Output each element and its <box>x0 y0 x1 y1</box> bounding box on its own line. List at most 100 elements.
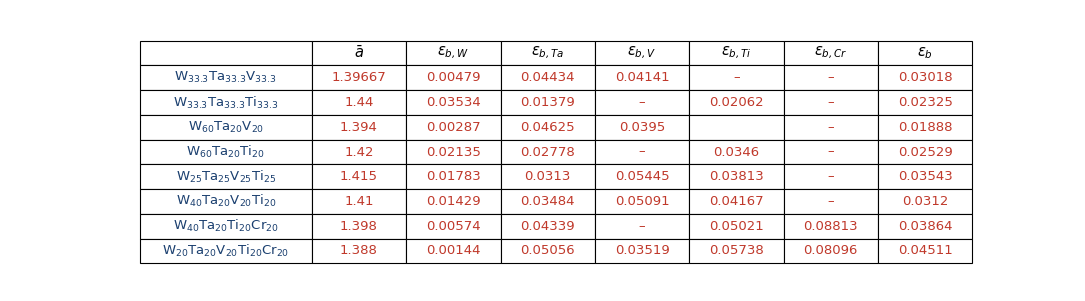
Text: 0.04511: 0.04511 <box>897 244 953 257</box>
Text: $\mathregular{W_{33.3}Ta_{33.3}Ti_{33.3}}$: $\mathregular{W_{33.3}Ta_{33.3}Ti_{33.3}… <box>174 95 279 110</box>
Text: $\mathregular{W_{25}Ta_{25}V_{25}Ti_{25}}$: $\mathregular{W_{25}Ta_{25}V_{25}Ti_{25}… <box>176 169 276 185</box>
Bar <box>689 90 783 115</box>
Text: –: – <box>639 145 646 159</box>
Text: –: – <box>828 170 834 183</box>
Text: 1.398: 1.398 <box>340 220 378 233</box>
Text: 0.02062: 0.02062 <box>710 96 764 109</box>
Text: 0.0346: 0.0346 <box>713 145 760 159</box>
Text: 0.03543: 0.03543 <box>897 170 953 183</box>
Bar <box>140 164 311 189</box>
Text: 0.02135: 0.02135 <box>426 145 481 159</box>
Bar <box>311 90 406 115</box>
Bar <box>689 164 783 189</box>
Bar <box>500 66 595 90</box>
Text: 0.05056: 0.05056 <box>521 244 575 257</box>
Text: 0.0395: 0.0395 <box>618 121 665 134</box>
Bar <box>878 189 972 214</box>
Bar <box>311 41 406 66</box>
Text: –: – <box>828 145 834 159</box>
Bar <box>500 115 595 140</box>
Bar <box>406 66 500 90</box>
Text: 0.04339: 0.04339 <box>521 220 575 233</box>
Bar <box>595 66 689 90</box>
Text: 1.394: 1.394 <box>340 121 378 134</box>
Text: 0.01783: 0.01783 <box>426 170 481 183</box>
Bar <box>689 41 783 66</box>
Text: 0.04625: 0.04625 <box>521 121 575 134</box>
Bar <box>595 90 689 115</box>
Bar <box>595 214 689 238</box>
Bar <box>878 41 972 66</box>
Bar <box>783 66 878 90</box>
Text: 1.42: 1.42 <box>344 145 373 159</box>
Text: –: – <box>639 220 646 233</box>
Text: $\mathregular{W_{60}Ta_{20}V_{20}}$: $\mathregular{W_{60}Ta_{20}V_{20}}$ <box>188 120 264 135</box>
Bar <box>140 214 311 238</box>
Bar <box>140 140 311 164</box>
Text: –: – <box>639 96 646 109</box>
Bar <box>878 90 972 115</box>
Bar <box>595 41 689 66</box>
Text: $\mathregular{W_{40}Ta_{20}V_{20}Ti_{20}}$: $\mathregular{W_{40}Ta_{20}V_{20}Ti_{20}… <box>176 194 276 209</box>
Bar <box>406 214 500 238</box>
Text: 0.00144: 0.00144 <box>426 244 481 257</box>
Text: $\mathregular{W_{20}Ta_{20}V_{20}Ti_{20}Cr_{20}}$: $\mathregular{W_{20}Ta_{20}V_{20}Ti_{20}… <box>162 243 290 259</box>
Bar <box>783 214 878 238</box>
Bar <box>783 238 878 263</box>
Text: 0.01888: 0.01888 <box>898 121 953 134</box>
Bar <box>783 164 878 189</box>
Text: 0.05445: 0.05445 <box>615 170 669 183</box>
Bar <box>595 238 689 263</box>
Text: $\varepsilon _{\mathregular{b,W}}$: $\varepsilon _{\mathregular{b,W}}$ <box>437 45 470 61</box>
Bar <box>783 115 878 140</box>
Bar <box>783 90 878 115</box>
Bar <box>500 238 595 263</box>
Bar <box>311 66 406 90</box>
Text: 0.00287: 0.00287 <box>426 121 481 134</box>
Bar <box>500 90 595 115</box>
Text: 0.03484: 0.03484 <box>521 195 575 208</box>
Bar <box>406 164 500 189</box>
Bar <box>500 140 595 164</box>
Text: 0.05738: 0.05738 <box>709 244 764 257</box>
Bar <box>140 41 311 66</box>
Bar <box>689 238 783 263</box>
Bar <box>689 140 783 164</box>
Bar <box>878 164 972 189</box>
Text: $\varepsilon _{\mathregular{b,V}}$: $\varepsilon _{\mathregular{b,V}}$ <box>627 45 656 61</box>
Bar <box>595 164 689 189</box>
Bar <box>311 214 406 238</box>
Bar <box>689 189 783 214</box>
Bar <box>311 189 406 214</box>
Bar <box>783 41 878 66</box>
Bar <box>500 41 595 66</box>
Text: $\varepsilon _{\mathregular{b,Cr}}$: $\varepsilon _{\mathregular{b,Cr}}$ <box>814 45 847 61</box>
Bar <box>878 214 972 238</box>
Bar <box>311 140 406 164</box>
Text: $\bar{a}$: $\bar{a}$ <box>354 45 363 61</box>
Bar <box>500 164 595 189</box>
Text: 0.01429: 0.01429 <box>426 195 481 208</box>
Bar <box>406 41 500 66</box>
Text: 0.03519: 0.03519 <box>615 244 669 257</box>
Bar <box>406 189 500 214</box>
Text: $\varepsilon _{\mathregular{b,Ti}}$: $\varepsilon _{\mathregular{b,Ti}}$ <box>722 45 752 61</box>
Text: 0.08813: 0.08813 <box>804 220 858 233</box>
Bar <box>878 140 972 164</box>
Text: 0.0312: 0.0312 <box>902 195 948 208</box>
Bar <box>406 90 500 115</box>
Text: 1.44: 1.44 <box>344 96 373 109</box>
Text: –: – <box>733 71 740 84</box>
Bar <box>689 115 783 140</box>
Bar <box>783 140 878 164</box>
Bar <box>595 189 689 214</box>
Text: 0.03864: 0.03864 <box>898 220 953 233</box>
Text: –: – <box>828 71 834 84</box>
Text: 0.01379: 0.01379 <box>521 96 575 109</box>
Bar <box>595 140 689 164</box>
Text: 1.388: 1.388 <box>340 244 378 257</box>
Text: 0.08096: 0.08096 <box>804 244 858 257</box>
Text: –: – <box>828 121 834 134</box>
Text: 0.02325: 0.02325 <box>897 96 953 109</box>
Bar <box>140 90 311 115</box>
